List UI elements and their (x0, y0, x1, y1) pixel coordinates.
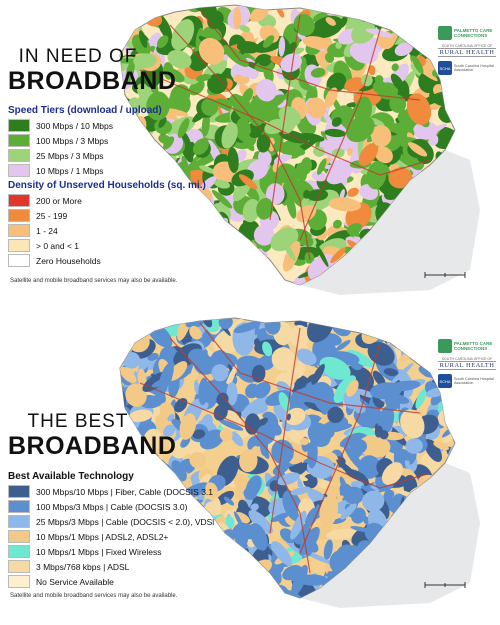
headline-line2: BROADBAND (8, 67, 177, 95)
legend-item: > 0 and < 1 (8, 238, 206, 253)
legend-label: 10 Mbps/1 Mbps | Fixed Wireless (36, 546, 162, 557)
scha-logo-icon: SCHA (438, 61, 452, 75)
sponsor-logos: PALMETTO CARE CONNECTIONS SOUTH CAROLINA… (438, 26, 496, 79)
legend-label: 3 Mbps/768 kbps | ADSL (36, 561, 130, 572)
legend-item: 1 - 24 (8, 223, 206, 238)
legend-swatch (8, 209, 30, 222)
legend-swatch (8, 149, 30, 162)
legend-item: 25 Mbps/3 Mbps | Cable (DOCSIS < 2.0), V… (8, 514, 214, 529)
legend-item: No Service Available (8, 574, 214, 589)
legend-label: 200 or More (36, 195, 82, 206)
legend-swatch (8, 545, 30, 558)
map-panel-best: THE BEST BROADBAND Best Available Techno… (0, 313, 500, 625)
legend-swatch (8, 239, 30, 252)
palmetto-logo-text: PALMETTO CARE CONNECTIONS (454, 341, 493, 351)
footnote: Satellite and mobile broadband services … (10, 593, 178, 599)
legend-title: Speed Tiers (download / upload) (8, 105, 162, 116)
legend-label: 300 Mbps / 10 Mbps (36, 120, 114, 131)
legend-label: Zero Households (36, 255, 101, 266)
legend-swatch (8, 194, 30, 207)
legend-swatch (8, 530, 30, 543)
headline-line1: THE BEST (27, 411, 129, 432)
legend-item: 10 Mbps / 1 Mbps (8, 163, 206, 178)
legend-item: 300 Mbps / 10 Mbps (8, 118, 206, 133)
legend-swatch (8, 500, 30, 513)
legend-label: 100 Mbps / 3 Mbps (36, 135, 109, 146)
highway-lines (139, 322, 431, 574)
legend-label: > 0 and < 1 (36, 240, 80, 251)
legend-item: 10 Mbps/1 Mbps | ADSL2, ADSL2+ (8, 529, 214, 544)
legend-item: 200 or More (8, 193, 206, 208)
headline-best: THE BEST BROADBAND (8, 411, 177, 460)
legend-label: 1 - 24 (36, 225, 58, 236)
sc-map-speed-tiers (119, 4, 480, 295)
legend-swatch (8, 119, 30, 132)
legend-item: 25 Mbps / 3 Mbps (8, 148, 206, 163)
scale-bar (424, 272, 466, 278)
legend-label: 10 Mbps/1 Mbps | ADSL2, ADSL2+ (36, 531, 169, 542)
rural-health-logo: RURAL HEALTH (438, 48, 496, 57)
legend-title: Density of Unserved Households (sq. mi.) (8, 180, 206, 191)
legend-swatch (8, 560, 30, 573)
legend-best-technology: Best Available Technology 300 Mbps/10 Mb… (8, 471, 214, 589)
highway-lines (139, 9, 431, 261)
legend-item: 3 Mbps/768 kbps | ADSL (8, 559, 214, 574)
legend-label: No Service Available (36, 576, 114, 587)
legend-label: 10 Mbps / 1 Mbps (36, 165, 104, 176)
scha-logo-text: South Carolina Hospital Association (454, 64, 494, 72)
headline-line1: IN NEED OF (18, 46, 138, 67)
scha-logo-icon: SCHA (438, 374, 452, 388)
scale-bar (424, 582, 466, 588)
rural-health-subtitle: SOUTH CAROLINA OFFICE OF (441, 357, 493, 361)
legend-item: 100 Mbps/3 Mbps | Cable (DOCSIS 3.0) (8, 499, 214, 514)
legend-label: 300 Mbps/10 Mbps | Fiber, Cable (DOCSIS … (36, 486, 214, 497)
legend-item: 300 Mbps/10 Mbps | Fiber, Cable (DOCSIS … (8, 484, 214, 499)
legend-title: Best Available Technology (8, 471, 134, 482)
legend-label: 25 - 199 (36, 210, 68, 221)
palmetto-logo-icon (438, 339, 452, 353)
ocean-area (300, 150, 480, 295)
footnote: Satellite and mobile broadband services … (10, 278, 178, 284)
map-panel-in-need: IN NEED OF BROADBAND Speed Tiers (downlo… (0, 0, 500, 312)
sc-map-best-technology (119, 317, 480, 608)
legend-swatch (8, 254, 30, 267)
legend-label: 100 Mbps/3 Mbps | Cable (DOCSIS 3.0) (36, 501, 188, 512)
legend-swatch (8, 485, 30, 498)
legend-swatch (8, 515, 30, 528)
legend-swatch (8, 575, 30, 588)
headline-in-need: IN NEED OF BROADBAND (8, 46, 177, 95)
rural-health-logo: RURAL HEALTH (438, 361, 496, 370)
legend-swatch (8, 164, 30, 177)
legend-label: 25 Mbps/3 Mbps | Cable (DOCSIS < 2.0), V… (36, 516, 215, 527)
legend-item: Zero Households (8, 253, 206, 268)
legend-swatch (8, 134, 30, 147)
legend-item: 10 Mbps/1 Mbps | Fixed Wireless (8, 544, 214, 559)
legend-speed-tiers: Speed Tiers (download / upload) 300 Mbps… (8, 105, 206, 268)
legend-item: 100 Mbps / 3 Mbps (8, 133, 206, 148)
palmetto-logo-text: PALMETTO CARE CONNECTIONS (454, 28, 493, 38)
ocean-area (300, 463, 480, 608)
sponsor-logos: PALMETTO CARE CONNECTIONS SOUTH CAROLINA… (438, 339, 496, 392)
rural-health-subtitle: SOUTH CAROLINA OFFICE OF (441, 44, 493, 48)
legend-item: 25 - 199 (8, 208, 206, 223)
legend-label: 25 Mbps / 3 Mbps (36, 150, 104, 161)
palmetto-logo-icon (438, 26, 452, 40)
legend-swatch (8, 224, 30, 237)
headline-line2: BROADBAND (8, 432, 177, 460)
scha-logo-text: South Carolina Hospital Association (454, 377, 494, 385)
